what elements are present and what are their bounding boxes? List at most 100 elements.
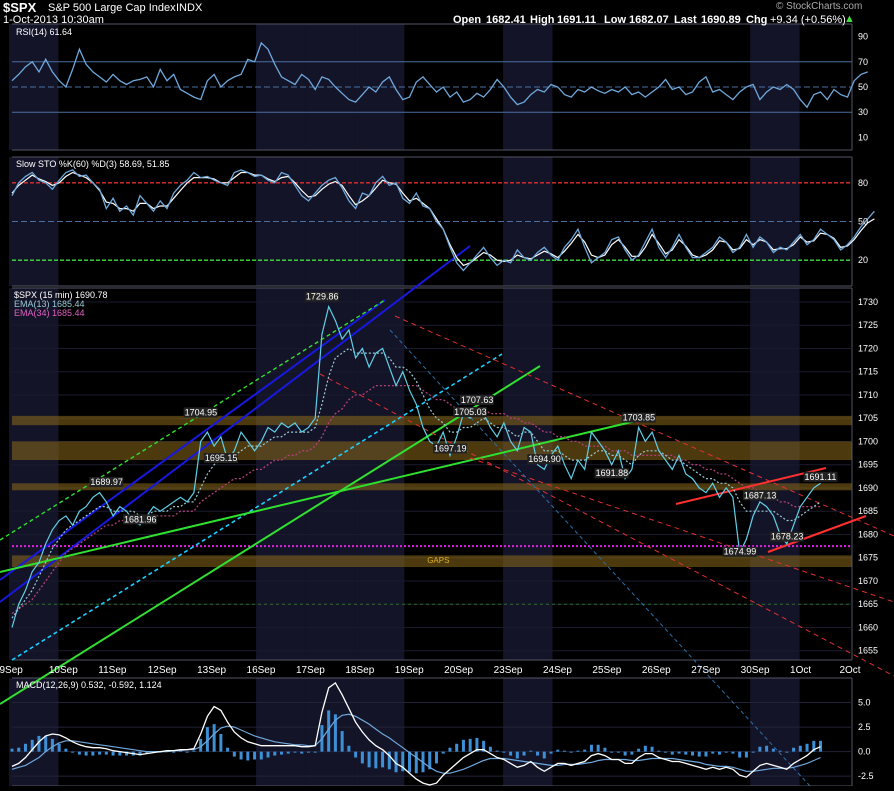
price-annotation: 1691.11 <box>805 472 837 482</box>
macd-hist-bar <box>300 751 304 754</box>
rsi-line <box>11 41 868 109</box>
price-annotation: 1707.63 <box>461 395 494 405</box>
x-tick-label: 13Sep <box>197 665 226 676</box>
x-tick-label: 1Oct <box>790 665 811 676</box>
macd-hist-bar <box>30 739 34 752</box>
sto-tick-label: 50 <box>858 217 868 227</box>
x-tick-label: 27Sep <box>691 665 720 676</box>
macd-hist-bar <box>280 751 284 755</box>
macd-hist-bar <box>522 751 526 756</box>
x-tick-label: 26Sep <box>642 665 671 676</box>
price-annotation: 1674.99 <box>724 547 757 557</box>
macd-hist-bar <box>118 751 122 756</box>
macd-hist-bar <box>428 751 432 770</box>
macd-hist-bar <box>448 747 452 752</box>
day-shade <box>256 24 306 150</box>
macd-hist-bar <box>704 751 708 757</box>
price-annotation: 1729.86 <box>306 292 339 302</box>
price-annotation-bg <box>304 291 339 302</box>
gap-band <box>12 415 852 426</box>
price-legend: $SPX (15 min) 1690.78 <box>14 290 108 300</box>
high-label: High <box>530 14 555 26</box>
x-tick-label: 19Sep <box>395 665 424 676</box>
price-tick-label: 1655 <box>858 646 878 656</box>
macd-hist-bar <box>488 746 492 752</box>
macd-hist-bar <box>172 751 176 753</box>
macd-hist-bar <box>239 751 243 760</box>
macd-hist-bar <box>724 751 728 753</box>
price-tick-label: 1660 <box>858 622 878 632</box>
macd-hist-bar <box>226 747 230 752</box>
macd-hist-bar <box>313 751 317 753</box>
rsi-tick-label: 50 <box>858 82 868 92</box>
trendline <box>389 329 811 787</box>
macd-hist-bar <box>387 751 391 770</box>
price-tick-label: 1690 <box>858 483 878 493</box>
macd-hist-bar <box>475 737 479 752</box>
macd-hist-bar <box>192 750 196 752</box>
macd-hist-bar <box>246 751 250 761</box>
macd-hist-bar <box>515 751 519 759</box>
x-tick-label: 18Sep <box>345 665 374 676</box>
price-tick-label: 1720 <box>858 343 878 353</box>
day-shade <box>256 678 306 786</box>
price-tick-label: 1725 <box>858 320 878 330</box>
gap-band <box>12 483 852 491</box>
macd-tick-label: -2.5 <box>858 771 874 781</box>
macd-hist-bar <box>731 751 735 754</box>
macd-hist-bar <box>461 739 465 752</box>
chg-label: Chg <box>746 14 768 26</box>
price-annotation-bg <box>203 453 238 464</box>
price-annotation: 1697.19 <box>434 444 467 454</box>
sto-legend: Slow STO %K(60) %D(3) 58.69, 51.85 <box>16 159 169 169</box>
trendline <box>0 245 471 603</box>
chart-datetime: 1-Oct-2013 10:30am <box>3 14 104 26</box>
low-label: Low <box>604 14 626 26</box>
macd-hist-bar <box>502 751 506 753</box>
price-tick-label: 1685 <box>858 506 878 516</box>
macd-hist-bar <box>751 751 755 753</box>
price-tick-label: 1705 <box>858 413 878 423</box>
macd-hist-bar <box>414 751 418 774</box>
macd-hist-bar <box>711 751 715 754</box>
macd-hist-bar <box>212 724 216 752</box>
trendline <box>11 353 503 661</box>
macd-hist-bar <box>17 747 21 752</box>
last-value: 1690.89 <box>701 14 741 26</box>
macd-hist-bar <box>306 751 310 753</box>
x-tick-label: 10Sep <box>49 665 78 676</box>
macd-hist-bar <box>401 751 405 772</box>
rsi-tick-label: 30 <box>858 107 868 117</box>
day-shade <box>9 288 59 660</box>
open-value: 1682.41 <box>486 14 526 26</box>
price-tick-label: 1710 <box>858 390 878 400</box>
macd-hist-bar <box>562 750 566 752</box>
x-tick-label: 16Sep <box>247 665 276 676</box>
macd-hist-bar <box>623 751 627 756</box>
price-annotation: 1678.23 <box>771 532 804 542</box>
price-tick-label: 1670 <box>858 576 878 586</box>
x-tick-label: 20Sep <box>444 665 473 676</box>
macd-hist-bar <box>778 750 782 752</box>
macd-hist-bar <box>717 751 721 755</box>
trendline <box>675 467 827 505</box>
macd-hist-bar <box>232 751 236 757</box>
macd-hist-bar <box>596 744 600 752</box>
price-annotation-bg <box>453 407 488 418</box>
x-tick-label: 12Sep <box>148 665 177 676</box>
price-tick-label: 1715 <box>858 367 878 377</box>
macd-hist-bar <box>805 743 809 752</box>
macd-hist-bar <box>44 735 48 752</box>
price-annotation-bg <box>594 468 629 479</box>
macd-signal-line <box>11 713 821 774</box>
price-annotation: 1689.97 <box>90 477 123 487</box>
macd-hist-bar <box>374 751 378 769</box>
macd-hist-bar <box>495 750 499 752</box>
macd-hist-bar <box>293 751 297 753</box>
macd-hist-bar <box>394 751 398 773</box>
macd-hist-bar <box>434 751 438 764</box>
macd-hist-bar <box>340 731 344 752</box>
price-annotation-bg <box>89 477 124 488</box>
macd-hist-bar <box>650 746 654 752</box>
